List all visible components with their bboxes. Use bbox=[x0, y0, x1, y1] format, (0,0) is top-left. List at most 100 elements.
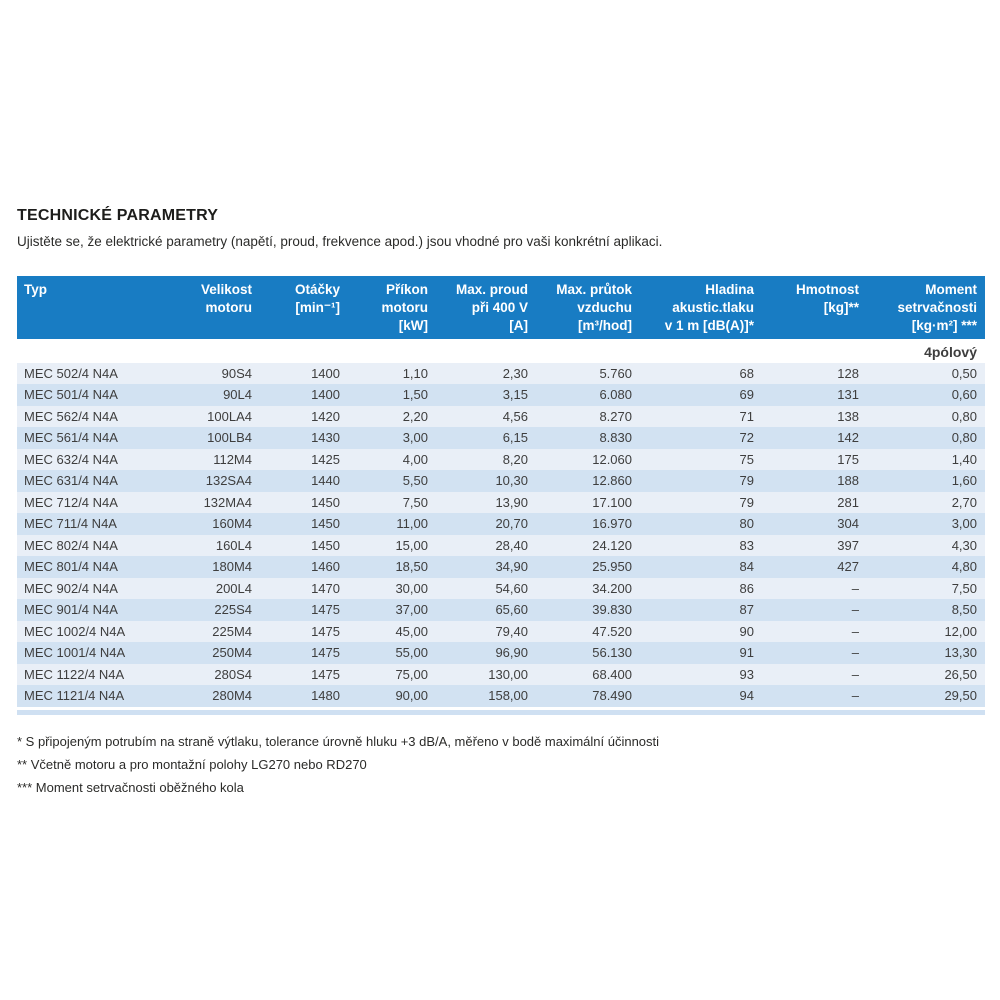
table-cell: 94 bbox=[640, 685, 762, 707]
column-header-hmotnost: Hmotnost [kg]** bbox=[762, 276, 867, 340]
table-cell: 75 bbox=[640, 448, 762, 470]
table-cell: 24.120 bbox=[536, 534, 640, 556]
table-cell: 128 bbox=[762, 362, 867, 384]
table-cell: 17.100 bbox=[536, 491, 640, 513]
table-cell: 26,50 bbox=[867, 663, 985, 685]
table-cell: 8,50 bbox=[867, 599, 985, 621]
table-cell: 0,50 bbox=[867, 362, 985, 384]
table-cell: 5,50 bbox=[348, 470, 436, 492]
table-cell: 188 bbox=[762, 470, 867, 492]
table-row: MEC 632/4 N4A 112M4 1425 4,00 8,20 12.060 75 17… bbox=[17, 448, 985, 470]
table-cell: – bbox=[762, 577, 867, 599]
table-cell: 45,00 bbox=[348, 620, 436, 642]
table-cell: 160M4 bbox=[182, 513, 260, 535]
table-cell: 39.830 bbox=[536, 599, 640, 621]
column-header-moment-setrvacnosti: Moment setrvačnosti [kg·m²] *** bbox=[867, 276, 985, 340]
table-cell: 1,50 bbox=[348, 384, 436, 406]
table-cell: – bbox=[762, 685, 867, 707]
table-cell: 1475 bbox=[260, 642, 348, 664]
table-cell: 1450 bbox=[260, 534, 348, 556]
table-cell: – bbox=[762, 620, 867, 642]
table-row: MEC 711/4 N4A 160M4 1450 11,00 20,70 16.970 80… bbox=[17, 513, 985, 535]
table-cell: 100LB4 bbox=[182, 427, 260, 449]
table-cell: 5.760 bbox=[536, 362, 640, 384]
table-cell: 1425 bbox=[260, 448, 348, 470]
cell-typ: MEC 1121/4 N4A bbox=[17, 685, 182, 707]
table-cell: 225S4 bbox=[182, 599, 260, 621]
table-cell: 7,50 bbox=[867, 577, 985, 599]
table-cell: 131 bbox=[762, 384, 867, 406]
table-cell: 93 bbox=[640, 663, 762, 685]
table-cell: 75,00 bbox=[348, 663, 436, 685]
table-cell: 2,20 bbox=[348, 405, 436, 427]
table-row: MEC 1001/4 N4A 250M4 1475 55,00 96,90 56.130 9… bbox=[17, 642, 985, 664]
cell-typ: MEC 561/4 N4A bbox=[17, 427, 182, 449]
table-cell: 1,60 bbox=[867, 470, 985, 492]
table-cell: 86 bbox=[640, 577, 762, 599]
table-cell: 34,90 bbox=[436, 556, 536, 578]
table-cell: 1450 bbox=[260, 513, 348, 535]
table-cell: 1475 bbox=[260, 663, 348, 685]
table-header-row: Typ Velikost motoru Otáčky [min⁻¹] Příko… bbox=[17, 276, 985, 340]
table-cell: 34.200 bbox=[536, 577, 640, 599]
cell-typ: MEC 902/4 N4A bbox=[17, 577, 182, 599]
table-cell: 6,15 bbox=[436, 427, 536, 449]
cell-typ: MEC 802/4 N4A bbox=[17, 534, 182, 556]
column-header-otacky: Otáčky [min⁻¹] bbox=[260, 276, 348, 340]
table-row: MEC 801/4 N4A 180M4 1460 18,50 34,90 25.950 84… bbox=[17, 556, 985, 578]
table-cell: 138 bbox=[762, 405, 867, 427]
cell-typ: MEC 711/4 N4A bbox=[17, 513, 182, 535]
table-cell: 7,50 bbox=[348, 491, 436, 513]
table-cell: 12.860 bbox=[536, 470, 640, 492]
table-cell: 250M4 bbox=[182, 642, 260, 664]
cell-typ: MEC 562/4 N4A bbox=[17, 405, 182, 427]
table-cell: – bbox=[762, 599, 867, 621]
table-cell: 10,30 bbox=[436, 470, 536, 492]
table-cell: 2,70 bbox=[867, 491, 985, 513]
table-cell: 2,30 bbox=[436, 362, 536, 384]
table-row: MEC 901/4 N4A 225S4 1475 37,00 65,60 39.830 87… bbox=[17, 599, 985, 621]
table-cell: 158,00 bbox=[436, 685, 536, 707]
table-cell: 1,10 bbox=[348, 362, 436, 384]
page-title: TECHNICKÉ PARAMETRY bbox=[17, 207, 219, 224]
cell-typ: MEC 501/4 N4A bbox=[17, 384, 182, 406]
cell-typ: MEC 712/4 N4A bbox=[17, 491, 182, 513]
table-cell: 84 bbox=[640, 556, 762, 578]
table-cell: 68.400 bbox=[536, 663, 640, 685]
table-cell: 225M4 bbox=[182, 620, 260, 642]
cell-typ: MEC 502/4 N4A bbox=[17, 362, 182, 384]
table-cell: 1420 bbox=[260, 405, 348, 427]
table-cell: 112M4 bbox=[182, 448, 260, 470]
table-cell: 79,40 bbox=[436, 620, 536, 642]
table-cell: 180M4 bbox=[182, 556, 260, 578]
table-cell: 175 bbox=[762, 448, 867, 470]
table-cell: 90L4 bbox=[182, 384, 260, 406]
cell-typ: MEC 801/4 N4A bbox=[17, 556, 182, 578]
column-header-typ: Typ bbox=[17, 276, 182, 340]
table-cell: 18,50 bbox=[348, 556, 436, 578]
table-cell: 427 bbox=[762, 556, 867, 578]
table-bottom-accent-bar bbox=[17, 709, 985, 715]
footnote-2: ** Včetně motoru a pro montažní polohy L… bbox=[17, 756, 367, 772]
table-cell: 16.970 bbox=[536, 513, 640, 535]
table-cell: 1460 bbox=[260, 556, 348, 578]
table-cell: 281 bbox=[762, 491, 867, 513]
table-cell: 71 bbox=[640, 405, 762, 427]
table-cell: 55,00 bbox=[348, 642, 436, 664]
table-row: MEC 562/4 N4A 100LA4 1420 2,20 4,56 8.270 71 13… bbox=[17, 405, 985, 427]
footnote-1: * S připojeným potrubím na straně výtlak… bbox=[17, 733, 660, 749]
page-subtitle: Ujistěte se, že elektrické parametry (na… bbox=[17, 234, 663, 249]
table-cell: 1470 bbox=[260, 577, 348, 599]
table-row: MEC 802/4 N4A 160L4 1450 15,00 28,40 24.120 83… bbox=[17, 534, 985, 556]
table-cell: 1480 bbox=[260, 685, 348, 707]
table-cell: 20,70 bbox=[436, 513, 536, 535]
table-cell: 72 bbox=[640, 427, 762, 449]
footnote-3: *** Moment setrvačnosti oběžného kola bbox=[17, 779, 244, 795]
table-cell: 80 bbox=[640, 513, 762, 535]
table-cell: 79 bbox=[640, 470, 762, 492]
table-cell: 8.270 bbox=[536, 405, 640, 427]
table-cell: 142 bbox=[762, 427, 867, 449]
table-cell: 1450 bbox=[260, 491, 348, 513]
table-cell: 280S4 bbox=[182, 663, 260, 685]
table-cell: 47.520 bbox=[536, 620, 640, 642]
